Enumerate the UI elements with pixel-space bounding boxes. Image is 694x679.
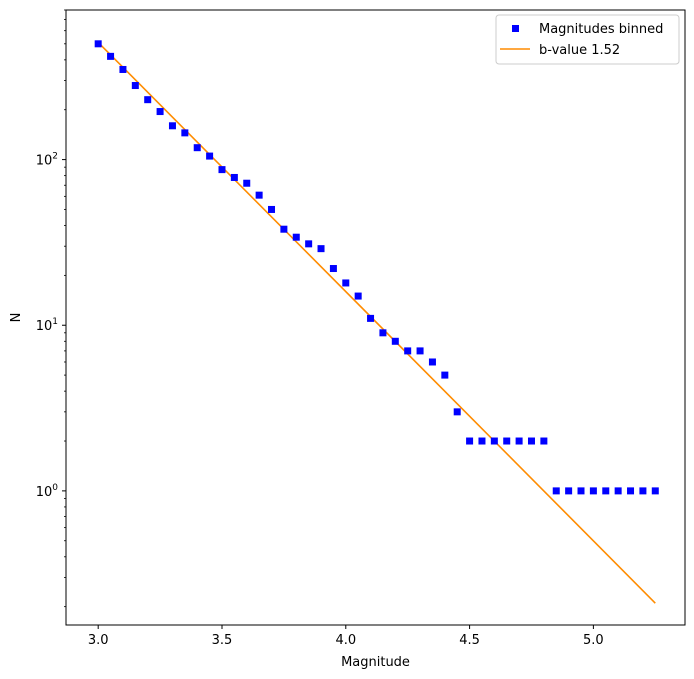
data-point <box>354 292 362 300</box>
data-point <box>565 487 573 495</box>
data-point <box>441 371 449 379</box>
data-point <box>428 358 436 366</box>
data-point <box>131 82 139 90</box>
data-point <box>156 108 164 116</box>
legend-label-line: b-value 1.52 <box>539 43 620 58</box>
y-tick-label: 101 <box>36 317 58 334</box>
data-point <box>193 144 201 152</box>
x-axis-label: Magnitude <box>341 655 410 670</box>
data-point <box>305 240 313 248</box>
data-point <box>218 166 226 174</box>
data-point <box>379 329 387 337</box>
data-point <box>230 173 238 181</box>
x-tick-label: 3.5 <box>212 633 233 648</box>
data-point <box>181 129 189 137</box>
data-point <box>404 347 412 355</box>
data-point <box>206 152 214 160</box>
data-point <box>540 437 548 445</box>
data-point <box>614 487 622 495</box>
data-point <box>527 437 535 445</box>
fit-line <box>97 41 656 604</box>
y-axis-label: N <box>9 313 24 323</box>
data-point <box>602 487 610 495</box>
data-point <box>243 179 251 187</box>
data-point <box>280 225 288 233</box>
legend-marker-scatter <box>512 25 519 32</box>
y-axis: 100 101 102 <box>36 9 66 608</box>
x-tick-label: 4.5 <box>459 633 480 648</box>
data-point <box>627 487 635 495</box>
legend: Magnitudes binned b-value 1.52 <box>495 14 680 65</box>
data-point <box>367 314 375 322</box>
data-point <box>515 437 523 445</box>
fit-line-layer <box>97 41 656 604</box>
x-tick-label: 5.0 <box>583 633 604 648</box>
data-point <box>552 487 560 495</box>
data-point <box>342 279 350 287</box>
data-point <box>317 245 325 253</box>
plot-frame <box>65 9 686 626</box>
data-point <box>268 205 276 213</box>
x-axis: 3.0 3.5 4.0 4.5 5.0 <box>88 625 604 648</box>
data-point <box>466 437 474 445</box>
data-point <box>168 122 176 130</box>
data-point <box>416 347 424 355</box>
y-tick-label: 100 <box>36 483 59 500</box>
scatter-points-layer <box>94 40 659 495</box>
data-point <box>589 487 597 495</box>
data-point <box>478 437 486 445</box>
legend-label-scatter: Magnitudes binned <box>539 22 663 37</box>
data-point <box>94 40 102 48</box>
x-tick-label: 4.0 <box>335 633 356 648</box>
data-point <box>639 487 647 495</box>
x-tick-label: 3.0 <box>88 633 109 648</box>
data-point <box>651 487 659 495</box>
y-tick-label: 102 <box>36 152 58 169</box>
data-point <box>144 96 152 104</box>
data-point <box>107 52 115 60</box>
legend-box <box>495 14 680 65</box>
data-point <box>490 437 498 445</box>
data-point <box>577 487 585 495</box>
data-point <box>119 65 127 73</box>
data-point <box>391 337 399 345</box>
data-point <box>329 265 337 273</box>
data-point <box>453 408 461 416</box>
data-point <box>255 191 263 199</box>
data-point <box>503 437 511 445</box>
data-point <box>292 233 300 241</box>
